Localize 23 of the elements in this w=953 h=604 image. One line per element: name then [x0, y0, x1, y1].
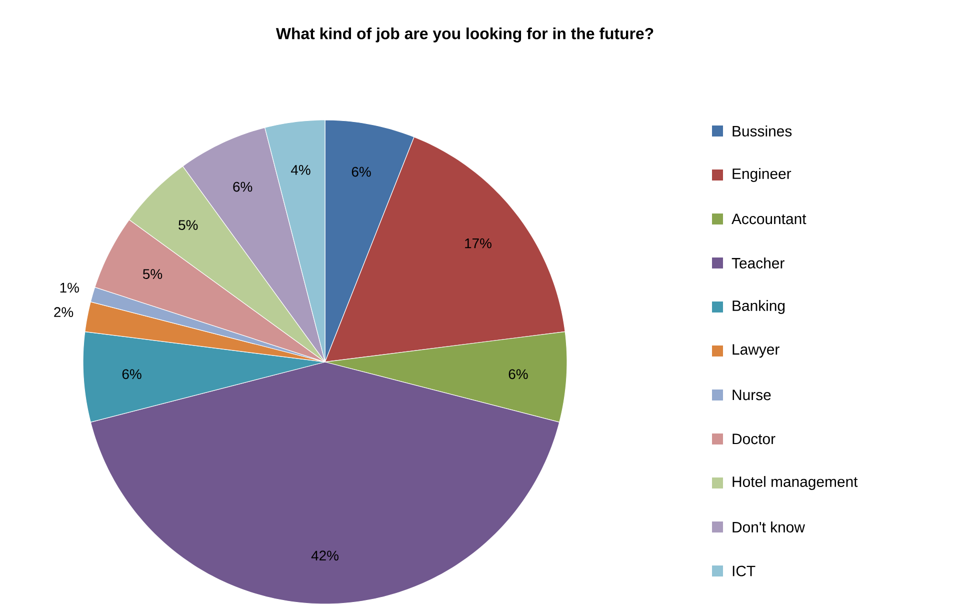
legend-label: Bussines [732, 126, 792, 136]
legend-label: Doctor [732, 434, 776, 444]
data-label: 6% [352, 166, 371, 177]
legend-label: ICT [732, 566, 756, 576]
data-label: 17% [465, 238, 492, 248]
legend-label: Accountant [732, 214, 806, 224]
data-label: 6% [233, 182, 252, 192]
legend-label: Don't know [732, 522, 805, 532]
legend-label: Nurse [732, 390, 771, 400]
legend-label: Lawyer [732, 344, 780, 358]
legend-label: Hotel management [732, 476, 858, 490]
data-label: 4% [290, 165, 310, 175]
data-label: 5% [142, 269, 162, 279]
chart-title: What kind of job are you looking for in the future? [276, 28, 654, 42]
data-label: 6% [508, 369, 528, 380]
legend-label: Banking [732, 300, 785, 314]
data-label: 1% [60, 282, 79, 293]
data-label: 2% [54, 307, 74, 318]
legend-label: Engineer [732, 168, 792, 182]
legend-label: Teacher [732, 258, 784, 268]
data-label: 6% [122, 369, 142, 380]
data-label: 42% [311, 550, 338, 560]
data-label: 5% [178, 220, 198, 230]
